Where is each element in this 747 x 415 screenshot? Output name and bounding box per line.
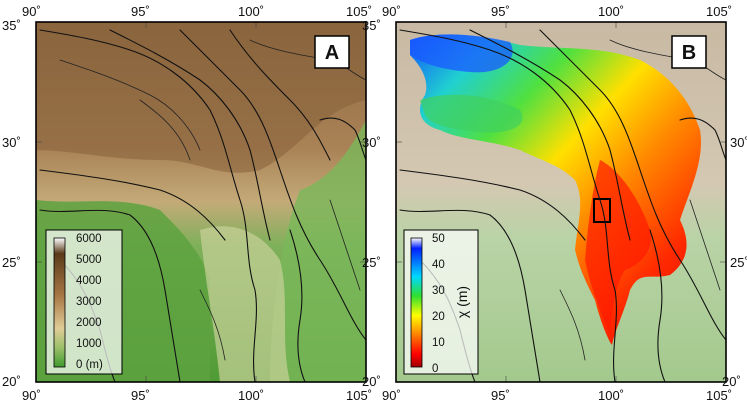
panel-b-cb-label-0: 0 <box>432 363 438 375</box>
panel-b-study-area-box <box>593 198 611 223</box>
panel-a-cb-label-4000: 4000 <box>76 275 102 287</box>
panel-a-cb-label-2000: 2000 <box>76 317 102 329</box>
panel-a-ytick-30: 30˚ <box>2 135 21 150</box>
panel-b-ytick-30-left: 30˚ <box>362 135 381 150</box>
panel-b-xtick-105-bottom: 105˚ <box>706 388 732 403</box>
panel-b-cb-label-40: 40 <box>432 259 445 271</box>
panel-a: A 6000 5000 4000 3000 2000 1000 0 (m) 90… <box>2 4 372 403</box>
panel-a-cb-label-3000: 3000 <box>76 296 102 308</box>
panel-b: B 50 40 30 20 10 0 χ (m) 90˚ 95˚ 100˚ 10… <box>362 4 747 403</box>
panel-a-cb-label-1000: 1000 <box>76 338 102 350</box>
panel-a-label-box <box>314 35 350 69</box>
panel-a-cb-label-5000: 5000 <box>76 254 102 266</box>
panel-a-ytick-20: 20˚ <box>2 374 21 389</box>
panel-b-frame <box>395 21 727 383</box>
panel-b-colorbar-title: χ (m) <box>454 286 470 318</box>
panel-a-xtick-95-top: 95˚ <box>131 4 150 19</box>
panel-a-xtick-90-bottom: 90˚ <box>22 388 41 403</box>
panel-b-ytick-20-right: 20˚ <box>722 374 741 389</box>
panel-b-cb-label-10: 10 <box>432 337 445 349</box>
panel-b-cb-label-20: 20 <box>432 311 445 323</box>
panel-a-label: A <box>325 42 339 64</box>
panel-b-xtick-90-top: 90˚ <box>382 4 401 19</box>
panel-b-xtick-100-top: 100˚ <box>598 4 624 19</box>
panel-a-xtick-95-bottom: 95˚ <box>131 388 150 403</box>
panel-b-cb-label-30: 30 <box>432 285 445 297</box>
panel-b-xtick-95-bottom: 95˚ <box>491 388 510 403</box>
panel-b-chi-blue-zone <box>410 34 513 73</box>
panel-b-label-box <box>671 35 707 69</box>
panel-a-cb-label-6000: 6000 <box>76 233 102 245</box>
panel-a-rivers <box>39 29 367 383</box>
panel-a-ytick-35: 35˚ <box>2 18 21 33</box>
panel-a-ytick-25: 25˚ <box>2 255 21 270</box>
panel-b-xtick-95-top: 95˚ <box>491 4 510 19</box>
panel-b-colorbar-ramp <box>410 237 423 368</box>
panel-b-xtick-100-bottom: 100˚ <box>598 388 624 403</box>
panel-a-foothills <box>200 226 290 382</box>
panel-b-ytick-25-left: 25˚ <box>362 255 381 270</box>
panel-a-cb-label-0: 0 (m) <box>76 359 103 371</box>
panel-a-xtick-105-bottom: 105˚ <box>346 388 372 403</box>
panel-a-lowland-east <box>270 120 366 382</box>
panel-a-frame <box>35 21 367 383</box>
panel-b-chi-green-zone <box>420 94 523 133</box>
panel-a-xtick-90-top: 90˚ <box>22 4 41 19</box>
panel-b-ytick-20-left: 20˚ <box>362 374 381 389</box>
panel-b-xtick-105-top: 105˚ <box>706 4 732 19</box>
panel-b-xtick-90-bottom: 90˚ <box>382 388 401 403</box>
panel-a-xtick-100-bottom: 100˚ <box>238 388 264 403</box>
panel-b-cb-label-50: 50 <box>432 233 445 245</box>
panel-b-ytick-25-right: 25˚ <box>730 255 747 270</box>
panel-b-ytick-30-right: 30˚ <box>730 135 747 150</box>
panel-b-ytick-35-left: 35˚ <box>362 18 381 33</box>
panel-b-colorbar: 50 40 30 20 10 0 χ (m) <box>403 229 479 375</box>
panel-a-xtick-105-top: 105˚ <box>346 4 372 19</box>
panel-a-colorbar: 6000 5000 4000 3000 2000 1000 0 (m) <box>45 229 123 375</box>
panel-a-xtick-100-top: 100˚ <box>238 4 264 19</box>
panel-a-colorbar-ramp <box>53 237 66 368</box>
panel-b-label: B <box>682 42 696 64</box>
